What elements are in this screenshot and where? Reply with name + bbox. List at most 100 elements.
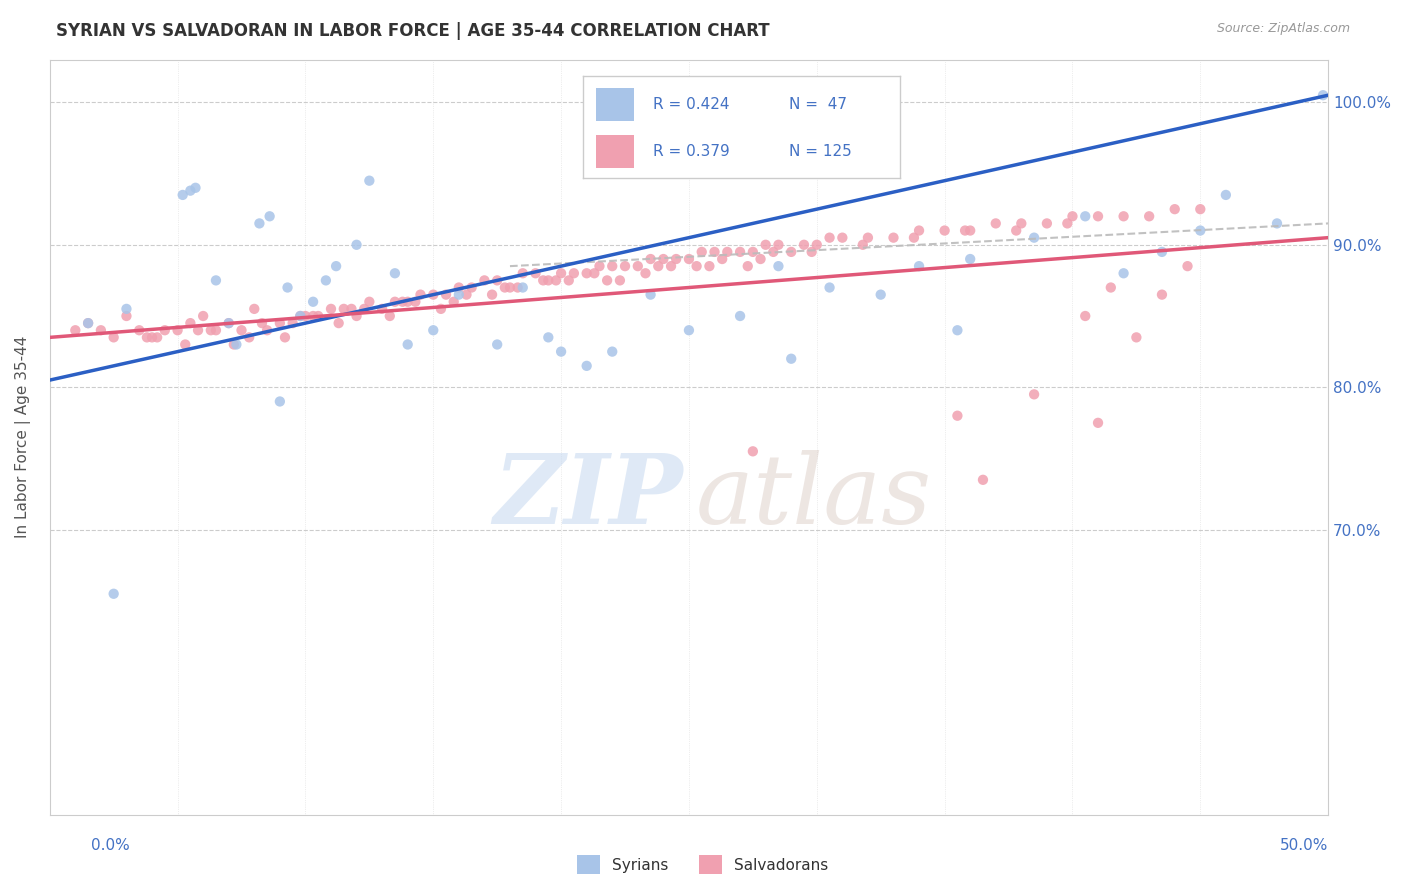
- Point: [575, 266, 598, 280]
- Point: [1022, 387, 1045, 401]
- Point: [583, 266, 606, 280]
- Point: [741, 244, 763, 259]
- Point: [550, 266, 572, 280]
- Point: [903, 230, 925, 244]
- Point: [741, 444, 763, 458]
- Point: [959, 223, 981, 237]
- Point: [678, 252, 700, 266]
- Point: [882, 230, 904, 244]
- Point: [609, 273, 631, 287]
- Point: [1215, 188, 1237, 202]
- Point: [225, 337, 247, 351]
- Point: [800, 244, 823, 259]
- Text: 0.0%: 0.0%: [91, 838, 131, 854]
- Point: [77, 316, 100, 330]
- Point: [328, 316, 350, 330]
- Point: [659, 259, 682, 273]
- Point: [1087, 416, 1109, 430]
- Point: [946, 323, 969, 337]
- Point: [544, 273, 567, 287]
- Point: [333, 301, 356, 316]
- Point: [737, 259, 759, 273]
- Point: [191, 309, 214, 323]
- Point: [1056, 216, 1078, 230]
- Point: [524, 266, 547, 280]
- Point: [281, 316, 304, 330]
- Point: [537, 273, 560, 287]
- Point: [1164, 202, 1187, 216]
- Point: [238, 330, 260, 344]
- FancyBboxPatch shape: [596, 136, 634, 168]
- Point: [512, 266, 534, 280]
- Point: [1022, 230, 1045, 244]
- Point: [90, 323, 112, 337]
- Point: [494, 280, 516, 294]
- Point: [818, 280, 841, 294]
- Point: [218, 316, 240, 330]
- Point: [315, 273, 337, 287]
- Point: [135, 330, 157, 344]
- Point: [371, 301, 394, 316]
- Point: [749, 252, 772, 266]
- Point: [325, 259, 347, 273]
- Point: [627, 259, 650, 273]
- Point: [430, 301, 453, 316]
- Point: [269, 394, 291, 409]
- Point: [640, 252, 662, 266]
- Point: [1087, 209, 1109, 223]
- Point: [128, 323, 150, 337]
- Point: [319, 301, 342, 316]
- Point: [908, 259, 931, 273]
- Point: [274, 330, 297, 344]
- Point: [340, 301, 363, 316]
- Point: [307, 309, 329, 323]
- Point: [768, 259, 790, 273]
- Point: [460, 280, 482, 294]
- Point: [1062, 209, 1084, 223]
- Point: [596, 273, 619, 287]
- Point: [353, 301, 375, 316]
- Point: [1265, 216, 1288, 230]
- Point: [172, 188, 194, 202]
- Point: [290, 309, 312, 323]
- Point: [1005, 223, 1028, 237]
- Point: [780, 351, 803, 366]
- Point: [699, 259, 721, 273]
- Point: [302, 309, 325, 323]
- Text: 50.0%: 50.0%: [1281, 838, 1329, 854]
- Point: [396, 294, 419, 309]
- Point: [1074, 309, 1097, 323]
- Text: ZIP: ZIP: [494, 450, 682, 544]
- Point: [1074, 209, 1097, 223]
- Point: [755, 237, 778, 252]
- Point: [499, 280, 522, 294]
- Point: [728, 309, 751, 323]
- Point: [422, 287, 444, 301]
- Point: [384, 266, 406, 280]
- Point: [290, 309, 312, 323]
- Point: [77, 316, 100, 330]
- Point: [231, 323, 253, 337]
- Point: [409, 287, 432, 301]
- Point: [1137, 209, 1160, 223]
- Point: [869, 287, 891, 301]
- Point: [1150, 244, 1173, 259]
- Point: [640, 287, 662, 301]
- Point: [447, 280, 470, 294]
- Point: [247, 216, 270, 230]
- Point: [768, 237, 790, 252]
- Text: R = 0.424: R = 0.424: [652, 97, 730, 112]
- Point: [614, 259, 637, 273]
- Point: [65, 323, 87, 337]
- Point: [146, 330, 169, 344]
- Point: [1099, 280, 1122, 294]
- Point: [481, 287, 503, 301]
- Point: [404, 294, 426, 309]
- Text: N =  47: N = 47: [789, 97, 848, 112]
- Point: [946, 409, 969, 423]
- Point: [115, 309, 138, 323]
- Point: [141, 330, 163, 344]
- Point: [243, 301, 266, 316]
- Point: [647, 259, 669, 273]
- Point: [302, 294, 325, 309]
